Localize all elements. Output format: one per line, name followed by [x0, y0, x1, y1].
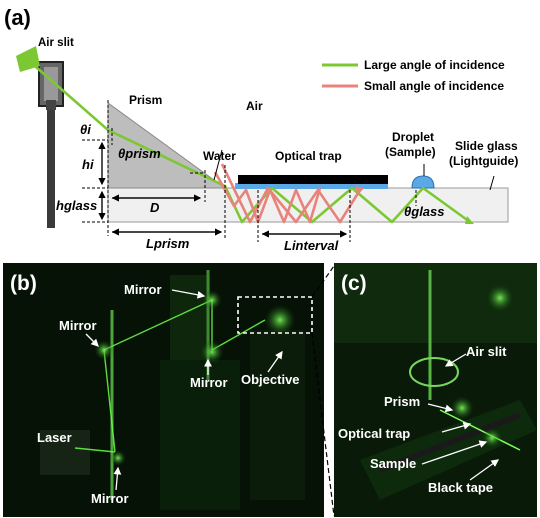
water-layer: [235, 183, 388, 189]
theta-prism-label: θprism: [118, 146, 161, 161]
c-prism-label: Prism: [384, 394, 420, 409]
droplet-sample-label: (Sample): [385, 145, 436, 159]
h-glass-label: hglass: [56, 198, 97, 213]
photo-b-glow-1: [94, 340, 114, 360]
zoom-box: [237, 296, 313, 334]
mirror-bottom-arrow: [113, 466, 122, 491]
slide-pointer: [489, 175, 495, 191]
photo-c-glow-3: [486, 284, 514, 312]
pink-beam-arrowhead: [355, 186, 364, 195]
theta-i-label: θi: [80, 122, 91, 137]
mirror-bottom-label: Mirror: [91, 491, 129, 506]
panel-b: (b) Mirror Mirror Mirror Objective Laser…: [3, 263, 335, 517]
slide-glass-label: Slide glass: [455, 139, 518, 153]
water-label: Water: [203, 149, 236, 163]
panel-a-label: (a): [4, 5, 31, 30]
panel-c: (c) Air slit Prism Optical trap Sample B…: [334, 263, 537, 517]
l-prism-label: Lprism: [146, 236, 190, 251]
c-prism-arrow: [427, 403, 454, 413]
dimension-guides: [82, 100, 417, 242]
c-air-slit-label: Air slit: [466, 344, 507, 359]
c-black-tape-arrow: [469, 459, 500, 481]
mirror-top-label: Mirror: [124, 282, 162, 297]
mirror-left-label: Mirror: [59, 318, 97, 333]
photo-c-black-tape: [378, 412, 522, 473]
photo-b-stage: [160, 360, 240, 510]
theta-glass-label: θglass: [404, 204, 445, 219]
photo-b-glow-2: [202, 290, 222, 310]
c-optical-trap-arrow: [441, 422, 472, 433]
mirror-mid-label: Mirror: [190, 375, 228, 390]
objective-arrow: [267, 350, 283, 373]
laser-label: Laser: [37, 430, 72, 445]
air-slit-clamp: [46, 100, 56, 110]
dimension-arrows: [98, 141, 348, 238]
mirror-left-arrow: [85, 333, 99, 347]
legend-small-label: Small angle of incidence: [364, 79, 504, 93]
air-label: Air: [246, 99, 263, 113]
water-pointer: [213, 149, 223, 181]
green-beam-arrowhead: [465, 216, 474, 224]
h-i-label: hi: [82, 157, 94, 172]
d-label: D: [150, 200, 160, 215]
photo-b-objective-body: [250, 330, 305, 500]
photo-b-glow-4: [264, 304, 296, 336]
zoom-line-top: [311, 265, 335, 298]
pink-beam-2: [220, 163, 362, 224]
c-sample-label: Sample: [370, 456, 416, 471]
c-air-slit-arrow: [444, 353, 467, 367]
photo-c-glow-2: [482, 428, 502, 448]
droplet-label: Droplet: [392, 130, 434, 144]
lightguide-label: (Lightguide): [449, 154, 518, 168]
c-optical-trap-label: Optical trap: [338, 426, 410, 441]
c-sample-arrow: [421, 440, 488, 465]
panel-b-label: (b): [10, 272, 37, 295]
optical-trap: [238, 175, 388, 184]
legend: Large angle of incidence Small angle of …: [322, 58, 505, 93]
zoom-line-bottom: [311, 332, 335, 517]
objective-label: Objective: [241, 372, 300, 387]
panel-a: (a) Air slit: [4, 5, 518, 253]
c-black-tape-label: Black tape: [428, 480, 493, 495]
l-interval-label: Linterval: [284, 238, 339, 253]
photo-c-beam: [439, 409, 521, 451]
droplet: [411, 175, 435, 189]
mirror-top-arrow: [171, 289, 206, 299]
panel-c-label: (c): [341, 272, 367, 295]
photo-b-laser-box: [40, 430, 90, 475]
green-beam-source: [16, 46, 40, 72]
legend-large-label: Large angle of incidence: [364, 58, 505, 72]
photo-b-glow-5: [110, 450, 126, 466]
air-slit-post: [47, 110, 55, 228]
air-slit-label: Air slit: [38, 37, 74, 49]
photo-c-glow-1: [450, 396, 474, 420]
photo-b-glow-3: [200, 340, 224, 364]
photo-c-slit-ring: [409, 357, 459, 387]
optical-trap-label: Optical trap: [275, 149, 342, 163]
prism-label: Prism: [129, 93, 162, 107]
green-beam: [27, 59, 471, 224]
